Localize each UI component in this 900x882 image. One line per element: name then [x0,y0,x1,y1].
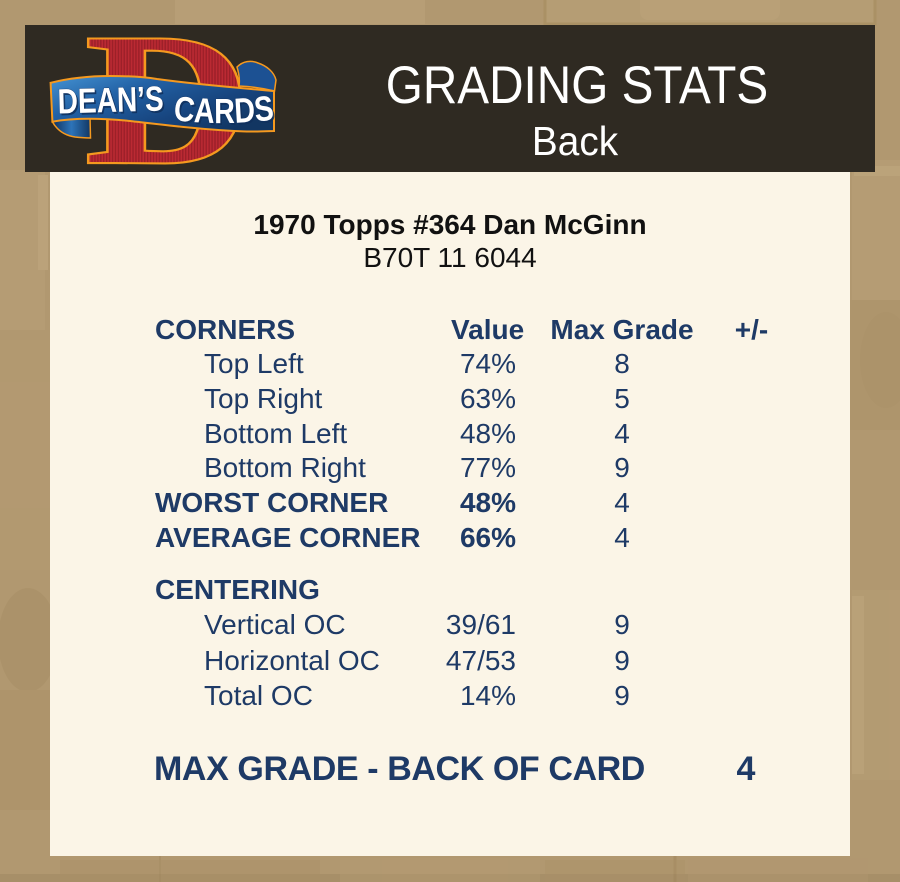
svg-text:DEAN’S: DEAN’S [59,81,166,123]
svg-text:DEAN’S: DEAN’S [57,79,164,121]
svg-text:CARDS: CARDS [174,91,277,133]
svg-text:CARDS: CARDS [172,89,275,131]
